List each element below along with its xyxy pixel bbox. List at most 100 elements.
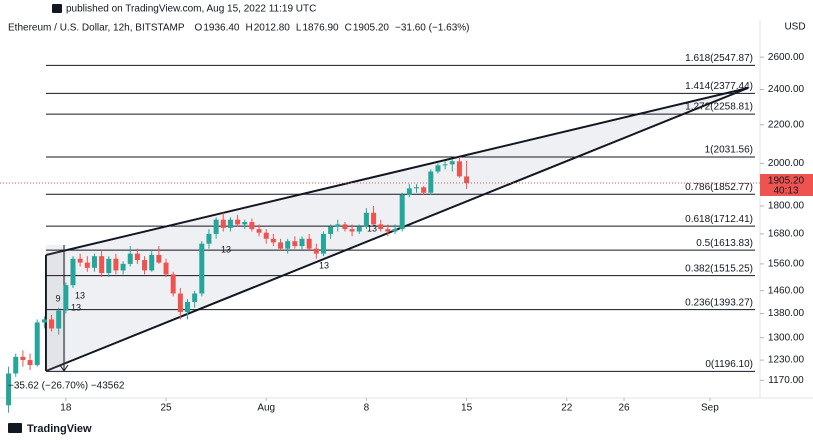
y-tick-label: 1300.00: [768, 332, 805, 343]
candle-body: [342, 224, 348, 230]
td-marker: 13: [367, 223, 377, 233]
candle-body: [84, 262, 90, 268]
candle-body: [249, 222, 255, 230]
candle-body: [77, 258, 83, 263]
candle-body: [91, 256, 97, 268]
candle-body: [263, 232, 269, 239]
y-tick-label: 1380.00: [768, 308, 805, 319]
candle-body: [184, 301, 190, 313]
candle-body: [456, 161, 462, 177]
candle-body: [320, 233, 326, 254]
fib-label: 0.382(1515.25): [685, 263, 753, 274]
fib-label: 1.272(2258.81): [685, 102, 753, 113]
legend-key: C: [345, 23, 352, 34]
plot: 1.618(2547.87) 1.414(2377.44) 1.272(2258.8…: [0, 53, 760, 413]
candle-body: [349, 229, 355, 232]
td-marker: 13: [319, 260, 329, 270]
candle-body: [378, 224, 384, 230]
candle-body: [142, 260, 148, 271]
td-marker: 9: [55, 293, 60, 303]
y-tick-label: 1170.00: [768, 375, 804, 386]
fib-label: 1.618(2547.87): [685, 53, 753, 64]
candle-body: [63, 285, 69, 311]
candle-body: [292, 241, 298, 247]
fib-label: 0.236(1393.27): [685, 297, 753, 308]
candle-body: [199, 243, 205, 294]
y-tick-label: 2600.00: [768, 52, 805, 63]
candle-body: [285, 241, 291, 249]
candle-body: [113, 258, 119, 271]
candle-body: [278, 242, 284, 249]
candle-body: [170, 274, 176, 294]
legend-key: H: [245, 23, 252, 34]
candle-body: [328, 226, 334, 234]
candle-body: [70, 258, 76, 286]
candle-body: [120, 263, 126, 271]
candle-body: [99, 256, 105, 274]
candle-body: [156, 254, 162, 263]
candle-body: [256, 229, 262, 233]
legend-key: L: [296, 23, 302, 34]
candle-body: [392, 229, 398, 232]
fib-label: 1.414(2377.44): [685, 81, 753, 92]
candle-body: [56, 310, 62, 329]
header: published on TradingView.com, Aug 15, 20…: [66, 4, 316, 15]
candle-body: [235, 219, 241, 225]
td-marker: 13: [75, 290, 85, 300]
candle-body: [363, 212, 369, 227]
legend-symbol: Ethereum / U.S. Dollar, 12h, BITSTAMP: [8, 23, 185, 34]
candle-body: [313, 248, 319, 254]
candle-body: [13, 356, 19, 374]
fib-label: 0(1196.10): [705, 359, 753, 370]
candle-body: [242, 222, 248, 225]
header-logo: [52, 4, 62, 13]
candle-body: [371, 212, 377, 225]
candle-body: [464, 176, 470, 183]
td-marker: 13: [71, 302, 81, 312]
x-tick-label: 26: [618, 403, 630, 414]
candle-body: [442, 164, 448, 166]
candle-body: [306, 238, 312, 249]
candle-body: [428, 171, 434, 193]
candle-body: [399, 194, 405, 230]
y-tick-label: 1800.00: [768, 201, 805, 212]
legend: Ethereum / U.S. Dollar, 12h, BITSTAMP O 19…: [8, 23, 469, 34]
fib-label: 0.618(1712.41): [685, 214, 753, 225]
y-tick-label: 2000.00: [768, 158, 805, 169]
fib-label: 1(2031.56): [705, 145, 753, 156]
y-tick-label: 1560.00: [768, 259, 805, 270]
wedge-upper: [45, 87, 749, 256]
candle-body: [34, 322, 40, 366]
y-tick-label: 2200.00: [768, 119, 805, 130]
y-tick-label: 1460.00: [768, 285, 805, 296]
legend-value: 1905.20: [353, 23, 390, 34]
fib-label: 0.5(1613.83): [696, 238, 753, 249]
footer-logo: [8, 423, 22, 433]
candle-body: [27, 360, 33, 366]
y-tick-label: 1680.00: [768, 229, 805, 240]
candle-body: [220, 219, 226, 228]
candle-body: [335, 224, 341, 227]
footer: TradingView: [27, 423, 92, 435]
candle-body: [213, 219, 219, 234]
price-tag: [760, 173, 813, 196]
y-tick-label: 1230.00: [768, 355, 805, 366]
x-tick-label: Aug: [257, 403, 275, 414]
candle-body: [177, 293, 183, 313]
candle-body: [356, 226, 362, 232]
candle-body: [149, 254, 155, 271]
y-tick-label: 2400.00: [768, 84, 805, 95]
candle-body: [421, 187, 427, 193]
fib-label: 0.786(1852.77): [685, 182, 753, 193]
legend-value: 1876.90: [302, 23, 339, 34]
candle-body: [406, 188, 412, 195]
candle-body: [6, 373, 12, 406]
candle-body: [49, 319, 55, 329]
candle-body: [449, 161, 455, 165]
candle-body: [413, 187, 419, 189]
x-tick-label: Sep: [701, 403, 719, 414]
legend-key: O: [195, 23, 203, 34]
legend-change: −31.60 (−1.63%): [395, 23, 470, 34]
candle-body: [227, 219, 233, 228]
